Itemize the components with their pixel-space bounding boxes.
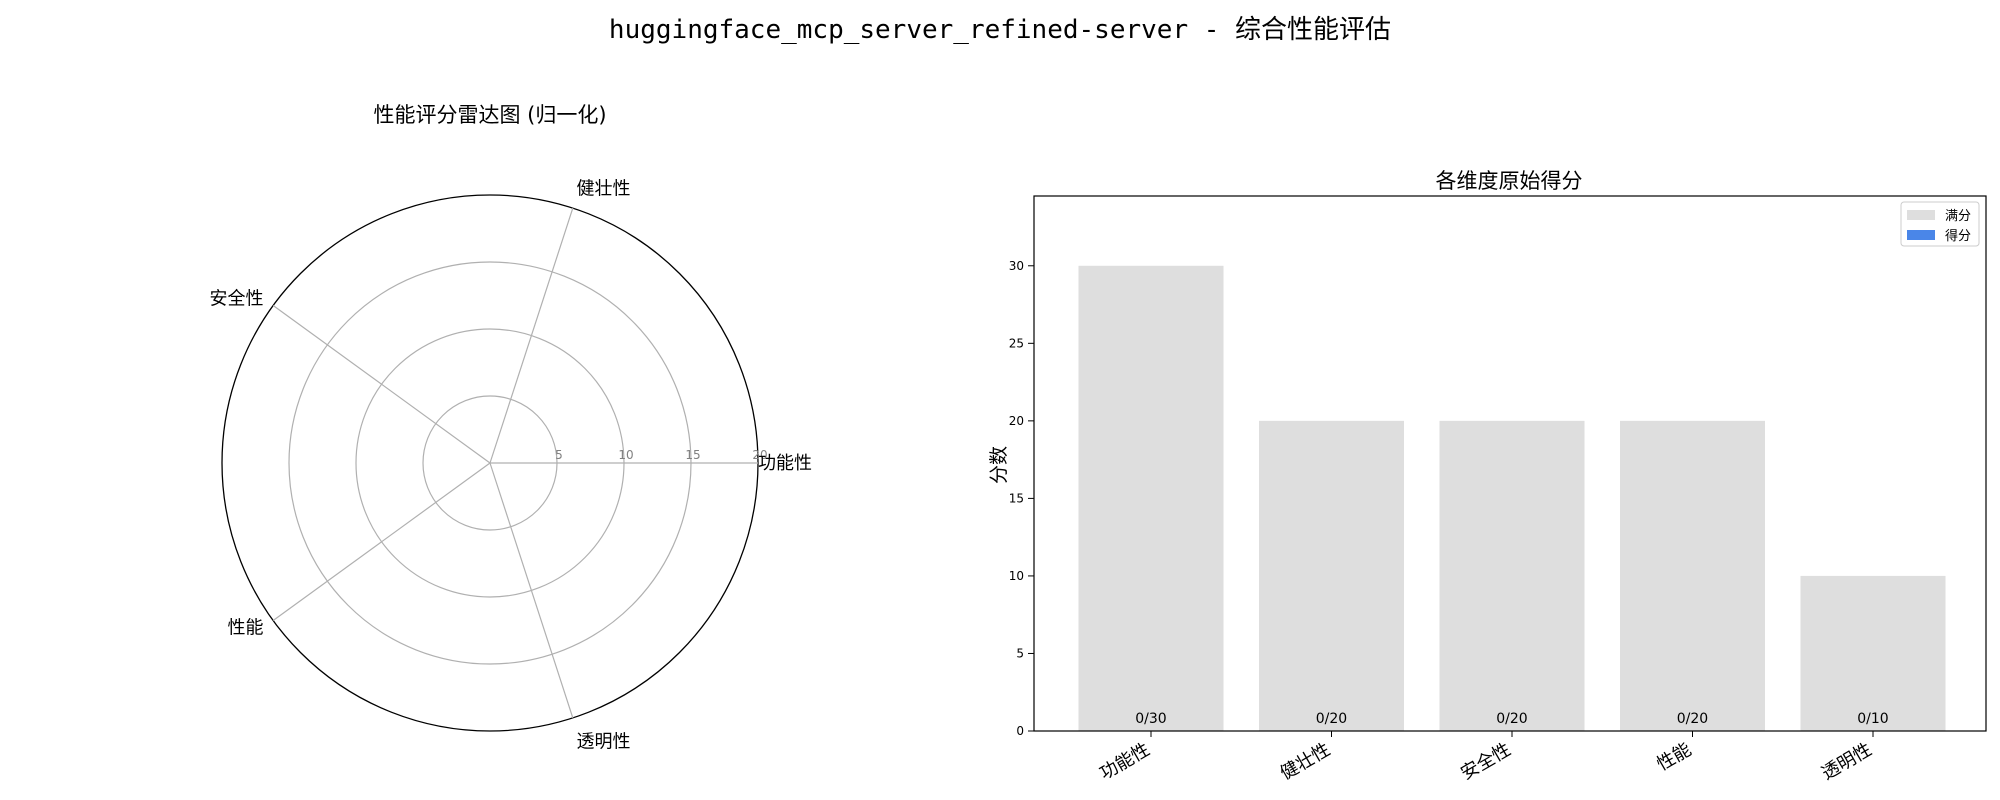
x-axis: 功能性 健壮性 安全性 性能 透明性 xyxy=(1096,731,1876,784)
bar-value-label: 0/20 xyxy=(1316,711,1347,727)
radar-tick-label: 15 xyxy=(685,448,700,462)
radar-spoke xyxy=(489,462,574,719)
full-score-bar xyxy=(1078,265,1224,731)
y-tick-label: 25 xyxy=(1009,336,1024,350)
radar-spokes xyxy=(272,207,758,719)
radar-tick-label: 10 xyxy=(618,448,633,462)
radar-category-label: 功能性 xyxy=(758,453,812,474)
bar-value-label: 0/30 xyxy=(1135,711,1166,727)
x-tick-label: 透明性 xyxy=(1818,739,1875,784)
full-score-bar xyxy=(1259,420,1404,731)
radar-spoke xyxy=(272,462,491,622)
legend-swatch xyxy=(1907,210,1935,220)
y-tick-label: 20 xyxy=(1009,414,1024,428)
radar-spoke xyxy=(489,207,574,464)
full-score-bar xyxy=(1620,420,1765,731)
x-tick-label: 安全性 xyxy=(1457,739,1514,784)
legend-label: 满分 xyxy=(1945,209,1971,224)
bar-value-label: 0/20 xyxy=(1677,711,1708,727)
bar-chart-title: 各维度原始得分 xyxy=(1436,169,1583,193)
legend-label: 得分 xyxy=(1945,228,1971,244)
full-score-bar xyxy=(1800,575,1946,731)
y-axis: 0 5 10 15 20 25 30 xyxy=(1009,259,1034,738)
legend-swatch xyxy=(1907,230,1935,240)
radar-title: 性能评分雷达图 (归一化) xyxy=(373,103,606,127)
y-tick-label: 30 xyxy=(1009,259,1024,273)
y-tick-label: 10 xyxy=(1009,569,1024,583)
y-tick-label: 5 xyxy=(1016,646,1024,660)
plot-frame xyxy=(1033,195,1987,732)
y-tick-label: 0 xyxy=(1016,724,1024,738)
radar-category-label: 透明性 xyxy=(577,731,631,752)
radar-tick-label: 20 xyxy=(752,448,767,462)
x-tick-label: 健壮性 xyxy=(1277,739,1334,784)
y-tick-label: 15 xyxy=(1009,491,1024,505)
x-tick-label: 性能 xyxy=(1653,739,1695,775)
bar-value-labels: 0/30 0/20 0/20 0/20 0/10 xyxy=(1135,711,1888,727)
radar-tick-labels: 5 10 15 20 xyxy=(555,448,767,462)
x-tick-label: 功能性 xyxy=(1096,739,1153,784)
full-score-bar xyxy=(1439,420,1585,731)
radar-category-label: 安全性 xyxy=(209,288,263,309)
radar-category-label: 健壮性 xyxy=(577,179,631,200)
y-axis-label: 分数 xyxy=(988,446,1010,484)
bar-value-label: 0/10 xyxy=(1857,711,1888,727)
bar-value-label: 0/20 xyxy=(1496,711,1527,727)
radar-category-label: 性能 xyxy=(227,618,263,639)
radar-spoke xyxy=(272,304,491,464)
bar-chart: 各维度原始得分 0 5 10 15 20 25 30 0/30 0/20 0/20 0/20 0/1… xyxy=(988,169,1987,784)
figure-title: huggingface_mcp_server_refined-server - … xyxy=(609,15,1391,45)
full-score-bars xyxy=(1078,265,1946,731)
radar-tick-label: 5 xyxy=(555,448,563,462)
